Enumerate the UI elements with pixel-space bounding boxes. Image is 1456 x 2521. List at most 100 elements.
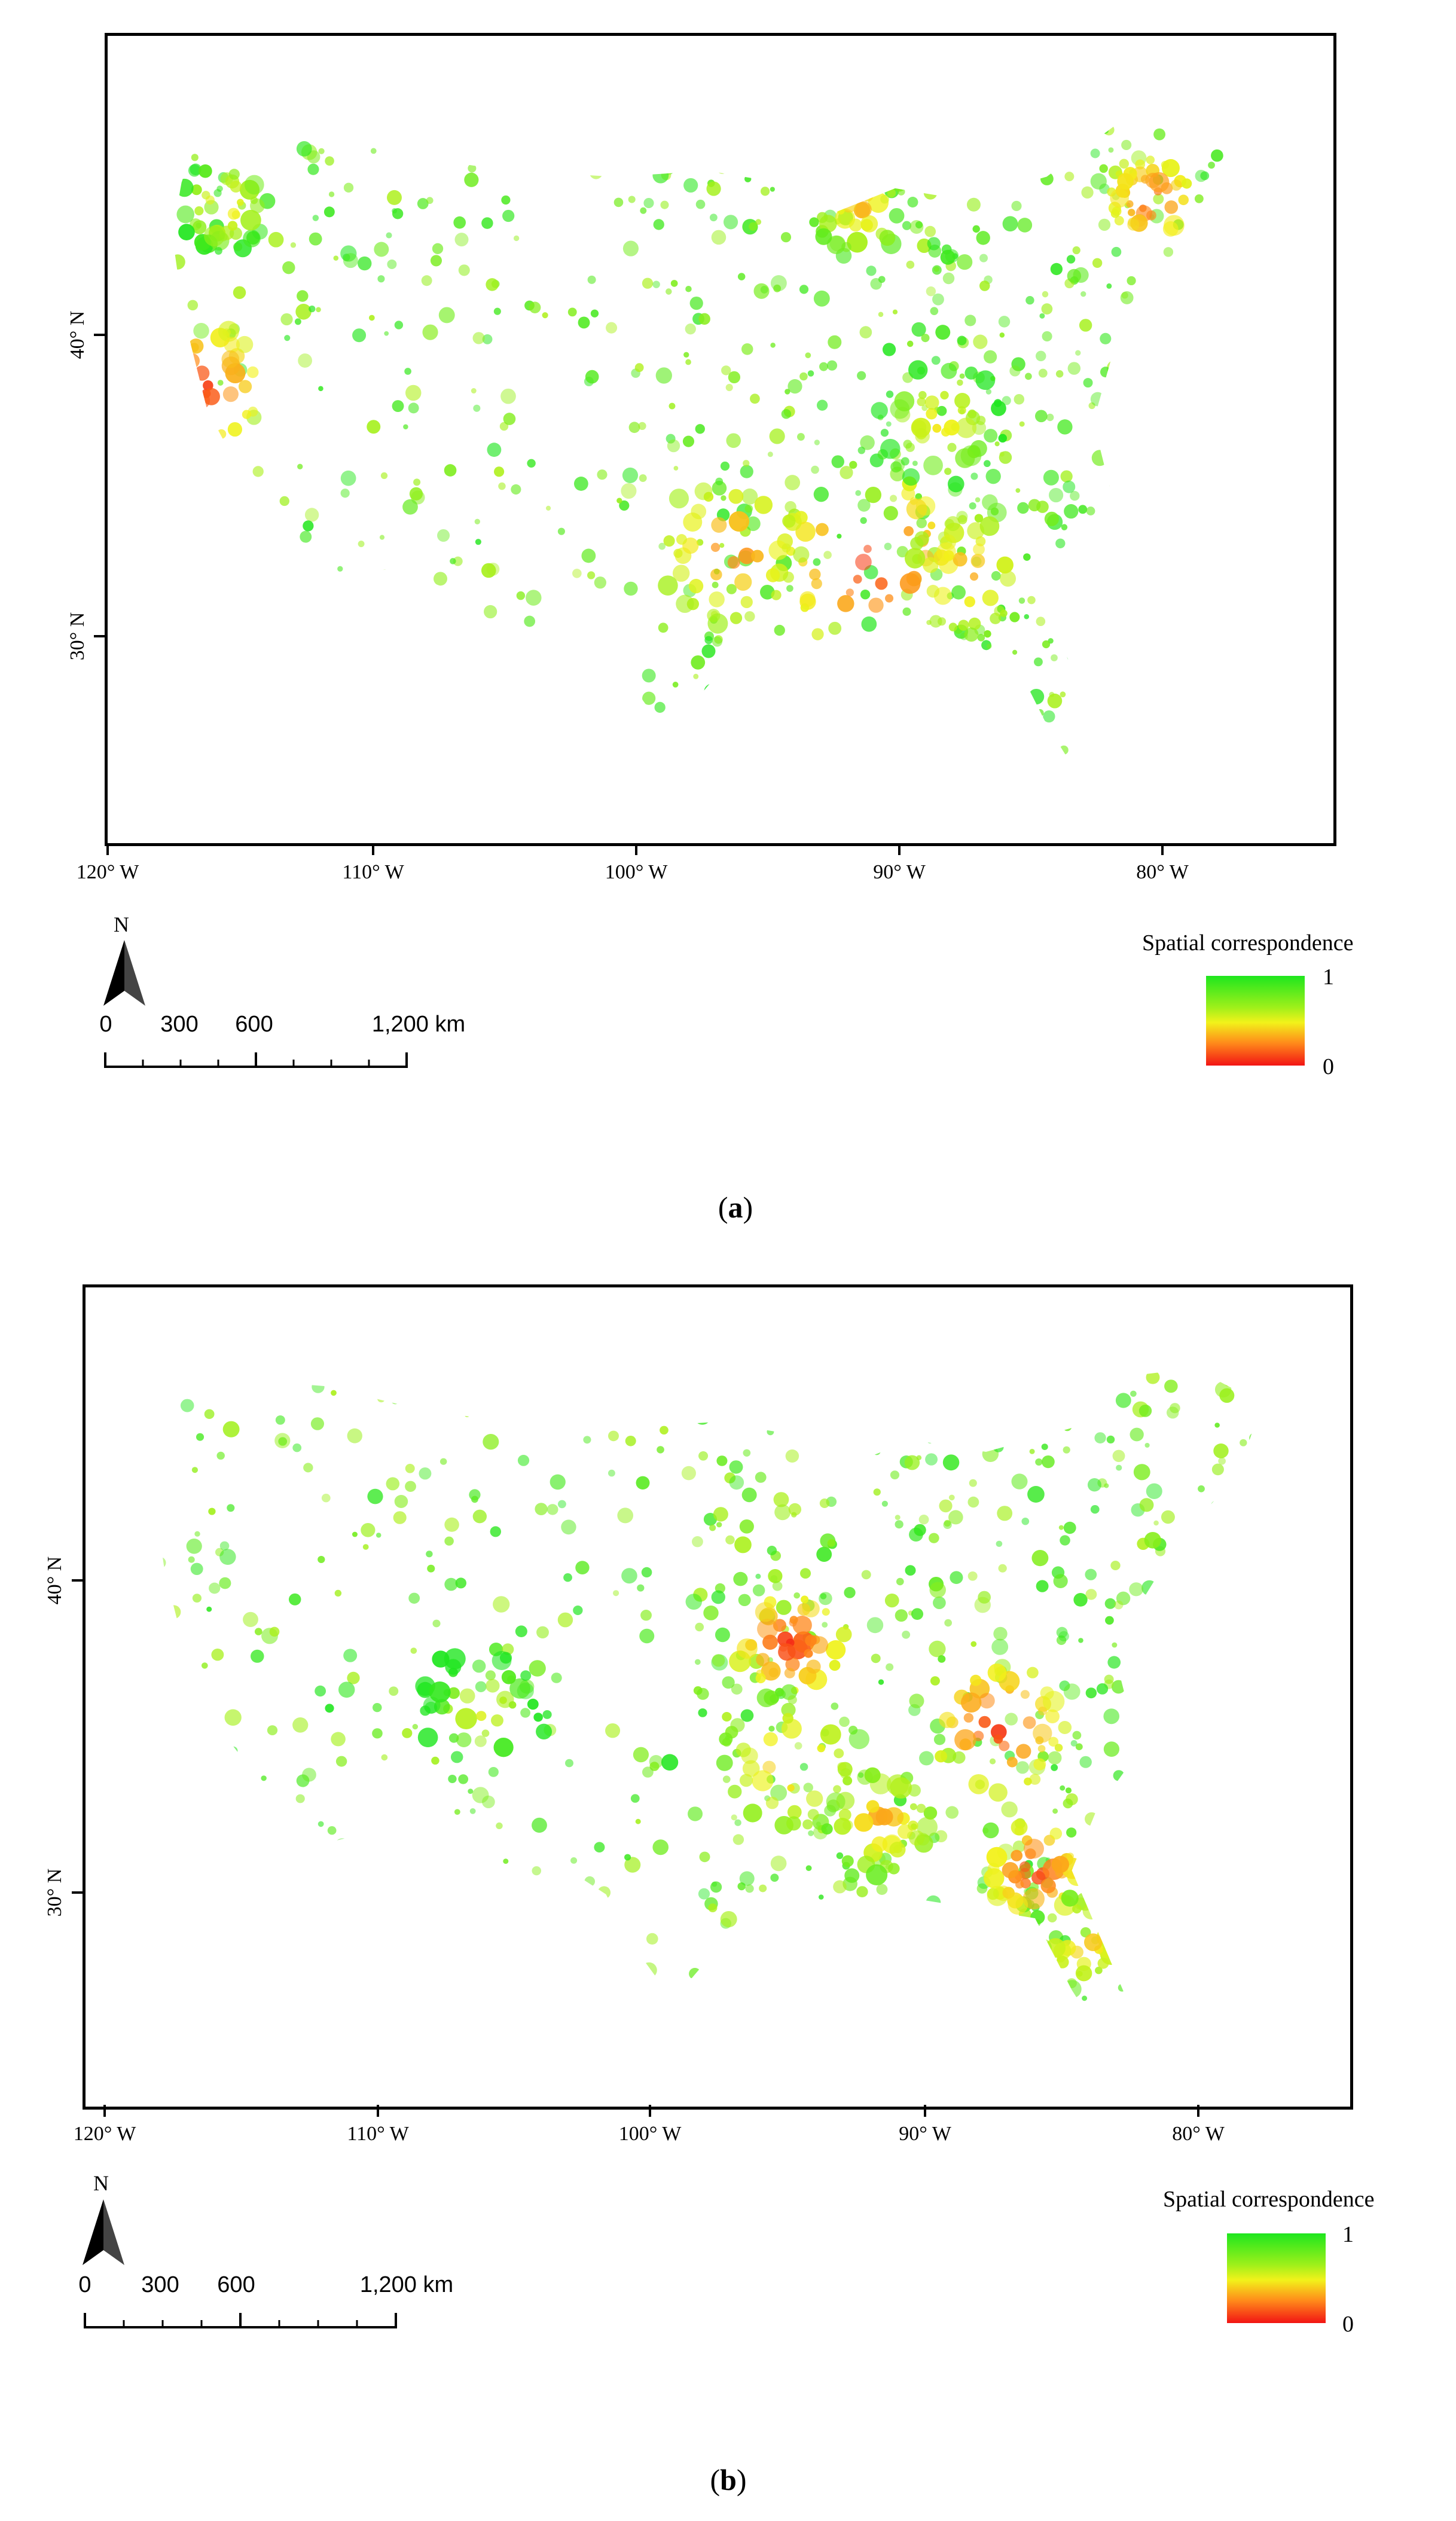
correspondence-speckle [1167,1701,1181,1714]
correspondence-speckle [1202,1797,1211,1806]
hotspot-speckle [855,201,872,218]
hotspot-speckle [998,434,1008,443]
correspondence-speckle [1282,773,1293,783]
correspondence-speckle [642,139,658,155]
hotspot-speckle [834,1748,844,1759]
correspondence-speckle [982,1446,999,1462]
hotspot-speckle [1054,1980,1066,1991]
hotspot-speckle [815,228,832,245]
correspondence-speckle [154,509,165,520]
correspondence-speckle [634,363,644,373]
correspondence-speckle [1192,553,1201,561]
correspondence-speckle [1153,193,1164,205]
north-label: N [114,912,129,936]
correspondence-speckle [307,150,320,164]
correspondence-speckle [1063,622,1069,627]
hotspot-speckle [890,1777,912,1799]
correspondence-speckle [480,663,496,679]
correspondence-speckle [100,1701,115,1716]
correspondence-speckle [1278,417,1285,424]
correspondence-speckle [1249,1591,1261,1603]
correspondence-speckle [658,2020,672,2034]
correspondence-speckle [1112,1449,1125,1462]
correspondence-speckle [775,733,791,749]
correspondence-speckle [1063,1422,1072,1432]
correspondence-speckle [783,1917,794,1928]
hotspot-speckle [977,634,985,642]
x-tick-label: 80° W [1172,2123,1225,2145]
correspondence-speckle [738,1371,749,1381]
correspondence-speckle [1121,139,1132,151]
correspondence-speckle [130,584,139,594]
correspondence-speckle [1060,691,1066,698]
correspondence-speckle [788,1503,802,1516]
correspondence-speckle [410,1647,417,1654]
correspondence-speckle [172,322,174,335]
correspondence-speckle [785,389,790,395]
correspondence-speckle [555,2006,561,2012]
correspondence-speckle [197,1965,203,1970]
correspondence-speckle [860,589,871,600]
correspondence-speckle [1287,763,1295,771]
correspondence-speckle [334,1838,350,1854]
correspondence-speckle [1143,599,1149,605]
correspondence-speckle [426,614,434,621]
correspondence-speckle [254,1628,262,1635]
hotspot-speckle [175,178,194,197]
correspondence-speckle [469,1808,476,1814]
hotspot-speckle [1033,1919,1041,1927]
correspondence-speckle [542,312,548,319]
correspondence-speckle [642,277,654,289]
correspondence-speckle [451,144,466,158]
x-tickmark [898,843,901,855]
correspondence-speckle [767,1546,777,1555]
correspondence-speckle [1135,1854,1147,1865]
hotspot-speckle [658,575,678,596]
correspondence-speckle [923,186,938,200]
correspondence-speckle [831,455,844,468]
hotspot-speckle [1263,1605,1281,1622]
hotspot-speckle [542,1710,552,1719]
correspondence-speckle [371,2015,379,2022]
hotspot-speckle [994,399,1002,407]
correspondence-speckle [969,129,981,141]
correspondence-speckle [1067,362,1081,375]
correspondence-speckle [800,1568,811,1579]
correspondence-speckle [565,1759,573,1768]
correspondence-speckle [905,791,910,796]
correspondence-speckle [1170,507,1180,517]
hotspot-speckle [982,590,999,606]
hotspot-speckle [974,514,984,523]
correspondence-speckle [203,97,218,113]
correspondence-speckle [334,2058,341,2064]
correspondence-speckle [1173,79,1186,92]
correspondence-speckle [1166,2018,1180,2031]
correspondence-speckle [802,1819,813,1830]
correspondence-speckle [1250,1626,1262,1643]
correspondence-speckle [853,796,860,804]
correspondence-speckle [1155,96,1161,101]
correspondence-speckle [1176,1948,1191,1962]
correspondence-speckle [348,679,357,688]
y-tick-label: 30° N [44,1868,66,1917]
correspondence-speckle [818,1894,824,1900]
correspondence-speckle [1218,1548,1234,1564]
hotspot-speckle [880,438,901,459]
correspondence-speckle [1225,766,1228,772]
correspondence-speckle [849,460,857,469]
correspondence-speckle [517,1455,530,1466]
correspondence-speckle [921,156,933,168]
correspondence-speckle [857,1912,872,1927]
correspondence-speckle [972,2032,989,2038]
correspondence-speckle [967,1571,978,1581]
correspondence-speckle [1273,1709,1278,1714]
correspondence-speckle [657,1446,664,1454]
hotspot-speckle [676,594,694,613]
correspondence-speckle [524,789,532,797]
correspondence-speckle [1106,283,1112,289]
correspondence-speckle [734,1352,746,1363]
correspondence-speckle [828,335,842,349]
correspondence-speckle [105,1964,116,1975]
correspondence-speckle [152,624,160,632]
hotspot-speckle [826,1792,845,1811]
